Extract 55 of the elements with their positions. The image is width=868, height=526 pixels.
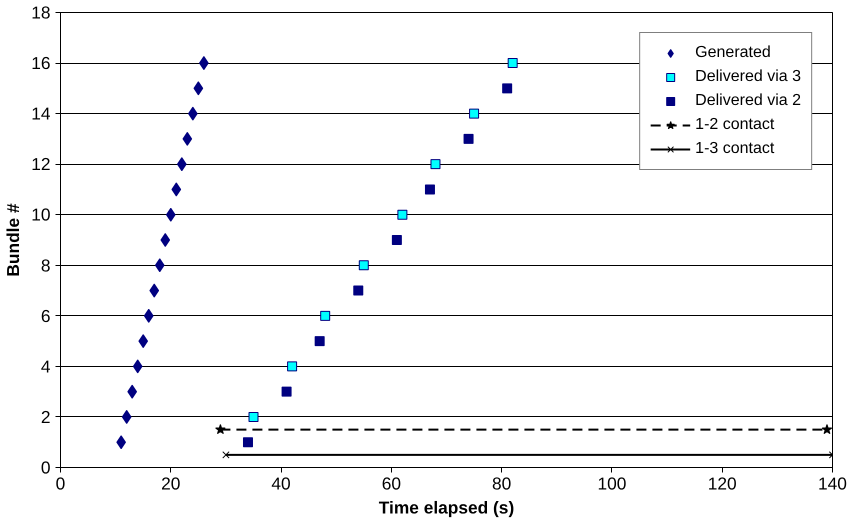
- y-tick-label: 18: [31, 2, 51, 22]
- x-tick-label: 100: [597, 474, 626, 494]
- point: [397, 210, 408, 220]
- point: [138, 334, 148, 348]
- point: [502, 83, 512, 94]
- point: [144, 308, 154, 323]
- point: [358, 260, 369, 270]
- point: [242, 437, 253, 448]
- y-tick-label: 0: [40, 458, 51, 478]
- point: [508, 58, 518, 68]
- y-axis-title: Bundle #: [3, 203, 24, 277]
- point: [282, 386, 292, 397]
- y-tick-label: 4: [40, 356, 51, 376]
- point: [154, 258, 165, 272]
- point: [469, 108, 480, 119]
- point: [122, 410, 132, 424]
- point: [215, 424, 226, 434]
- x-tick-label: 140: [818, 474, 847, 494]
- point: [320, 310, 330, 321]
- point: [160, 233, 170, 247]
- legend-label: 1-2 contact: [695, 116, 774, 134]
- point: [127, 384, 138, 399]
- point: [287, 361, 298, 372]
- point: [424, 184, 435, 194]
- x-tick-label: 120: [708, 474, 737, 494]
- point: [353, 286, 364, 296]
- point: [822, 424, 832, 434]
- x-tick-label: 20: [161, 474, 180, 494]
- x-tick-label: 60: [382, 474, 401, 494]
- point: [464, 134, 474, 144]
- x-axis-title: Time elapsed (s): [378, 498, 514, 518]
- point: [149, 284, 160, 298]
- legend-label: Generated: [695, 44, 771, 62]
- x-tick-label: 40: [271, 474, 291, 494]
- point: [430, 159, 440, 170]
- legend-label: 1-3 contact: [695, 140, 774, 158]
- legend-label: Delivered via 3: [695, 68, 801, 86]
- y-tick-label: 14: [31, 104, 51, 124]
- y-tick-label: 8: [40, 255, 51, 276]
- point: [392, 235, 402, 245]
- point: [171, 182, 182, 196]
- point: [314, 336, 325, 346]
- y-tick-label: 12: [31, 154, 51, 174]
- y-tick-label: 10: [31, 204, 51, 225]
- point: [248, 412, 258, 422]
- y-tick-label: 6: [40, 306, 51, 326]
- y-tick-label: 16: [31, 53, 51, 74]
- y-tick-label: 2: [40, 406, 51, 427]
- point: [132, 359, 143, 374]
- legend-label: Delivered via 2: [695, 92, 801, 110]
- point: [176, 157, 187, 172]
- point: [166, 208, 176, 222]
- x-tick-label: 80: [492, 474, 512, 494]
- point: [182, 132, 192, 146]
- x-tick-label: 0: [56, 474, 66, 494]
